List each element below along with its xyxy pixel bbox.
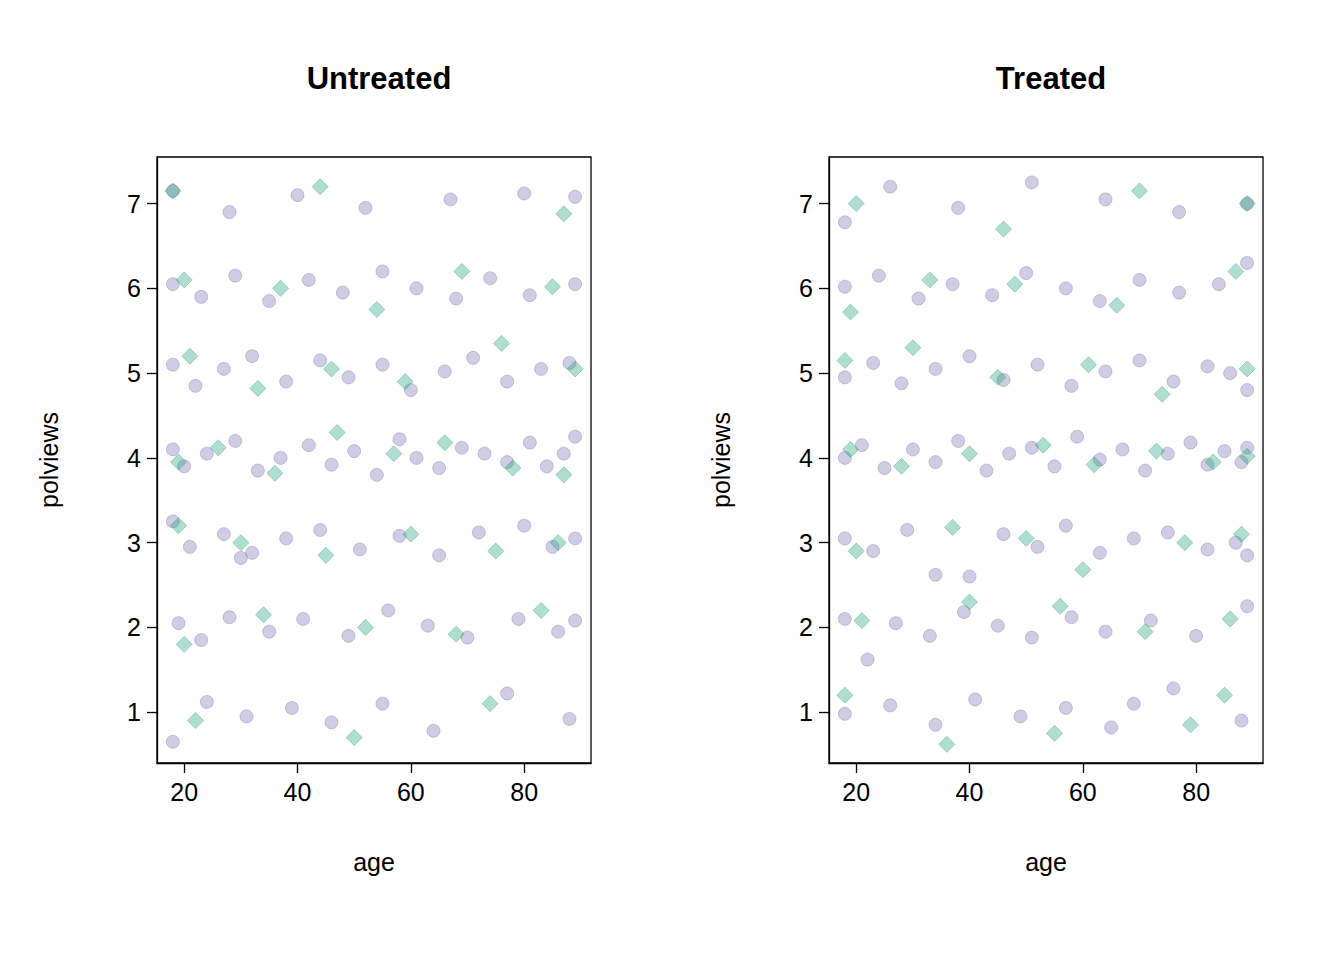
svg-text:4: 4 [799, 444, 813, 472]
svg-text:60: 60 [397, 778, 425, 806]
svg-text:5: 5 [799, 359, 813, 387]
svg-text:80: 80 [510, 778, 538, 806]
svg-text:6: 6 [799, 274, 813, 302]
svg-text:2: 2 [799, 613, 813, 641]
svg-text:3: 3 [799, 529, 813, 557]
svg-text:5: 5 [127, 359, 141, 387]
svg-text:Untreated: Untreated [307, 61, 452, 96]
svg-text:1: 1 [799, 698, 813, 726]
svg-text:20: 20 [842, 778, 870, 806]
svg-text:polviews: polviews [707, 412, 735, 508]
svg-text:40: 40 [956, 778, 984, 806]
svg-text:60: 60 [1069, 778, 1097, 806]
svg-text:80: 80 [1182, 778, 1210, 806]
svg-text:6: 6 [127, 274, 141, 302]
svg-text:Treated: Treated [996, 61, 1106, 96]
svg-text:age: age [1025, 848, 1067, 876]
svg-text:polviews: polviews [35, 412, 63, 508]
svg-text:40: 40 [284, 778, 312, 806]
svg-text:2: 2 [127, 613, 141, 641]
svg-text:7: 7 [127, 190, 141, 218]
svg-text:20: 20 [170, 778, 198, 806]
svg-text:1: 1 [127, 698, 141, 726]
svg-text:7: 7 [799, 190, 813, 218]
svg-text:3: 3 [127, 529, 141, 557]
svg-text:4: 4 [127, 444, 141, 472]
svg-text:age: age [353, 848, 395, 876]
